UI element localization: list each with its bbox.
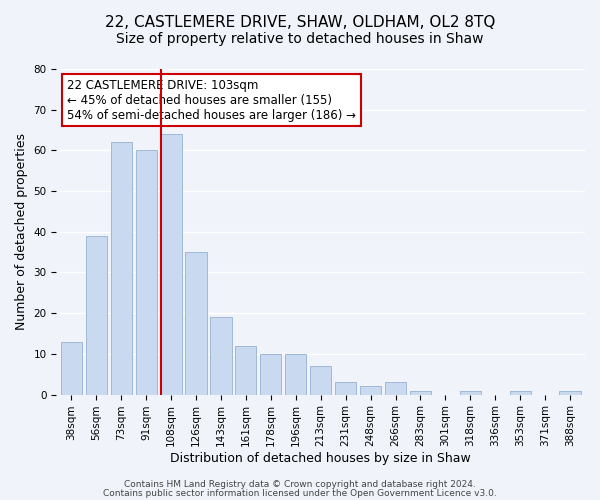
Bar (460, 390, 481, 394)
Bar (260, 354, 281, 395)
Bar (285, 354, 307, 395)
Bar (185, 252, 206, 394)
Text: Contains public sector information licensed under the Open Government Licence v3: Contains public sector information licen… (103, 488, 497, 498)
Text: Size of property relative to detached houses in Shaw: Size of property relative to detached ho… (116, 32, 484, 46)
Bar (161, 134, 182, 394)
Bar (110, 142, 132, 394)
Bar (235, 346, 256, 395)
Bar (211, 318, 232, 394)
Bar (360, 386, 381, 394)
Bar (335, 382, 356, 394)
Text: 22 CASTLEMERE DRIVE: 103sqm
← 45% of detached houses are smaller (155)
54% of se: 22 CASTLEMERE DRIVE: 103sqm ← 45% of det… (67, 79, 356, 122)
Bar (559, 390, 581, 394)
Bar (61, 342, 82, 394)
Y-axis label: Number of detached properties: Number of detached properties (15, 134, 28, 330)
Bar (86, 236, 107, 394)
Text: Contains HM Land Registry data © Crown copyright and database right 2024.: Contains HM Land Registry data © Crown c… (124, 480, 476, 489)
Bar (136, 150, 157, 394)
Bar (310, 366, 331, 394)
X-axis label: Distribution of detached houses by size in Shaw: Distribution of detached houses by size … (170, 452, 471, 465)
Text: 22, CASTLEMERE DRIVE, SHAW, OLDHAM, OL2 8TQ: 22, CASTLEMERE DRIVE, SHAW, OLDHAM, OL2 … (105, 15, 495, 30)
Bar (385, 382, 406, 394)
Bar (410, 390, 431, 394)
Bar (509, 390, 531, 394)
